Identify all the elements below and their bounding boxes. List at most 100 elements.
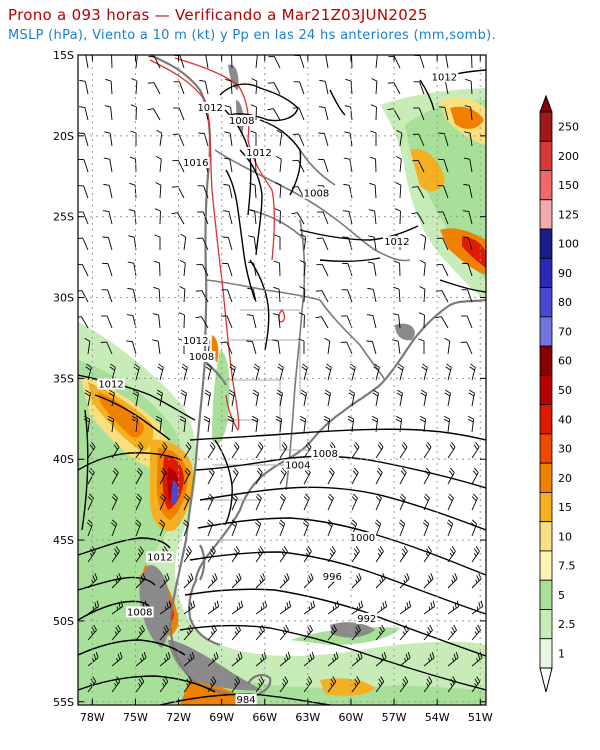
- wind-barb: [158, 519, 166, 537]
- lat-label: 55S: [53, 696, 74, 709]
- wind-barb: [470, 519, 478, 537]
- wind-barb: [316, 237, 329, 251]
- wind-barb: [327, 651, 339, 667]
- wind-barb: [195, 316, 209, 329]
- colorbar-label: 5: [558, 589, 565, 602]
- wind-barb: [375, 467, 383, 485]
- wind-barb: [103, 157, 113, 173]
- wind-barb: [250, 130, 257, 146]
- wind-barb: [274, 234, 281, 250]
- wind-barb: [464, 105, 473, 121]
- wind-barb: [279, 573, 290, 589]
- wind-barb: [229, 363, 236, 381]
- wind-barb: [126, 340, 137, 355]
- wind-barb: [78, 263, 89, 277]
- wind-barb: [250, 104, 257, 121]
- wind-barb: [103, 183, 113, 199]
- wind-barb: [253, 363, 260, 381]
- isobar-label-bg: [348, 532, 377, 544]
- wind-barb: [399, 467, 407, 485]
- wind-barb: [87, 573, 98, 589]
- wind-barb: [351, 676, 361, 693]
- lon-label: 51W: [468, 711, 493, 724]
- wind-barb: [183, 441, 192, 459]
- wind-barb: [369, 156, 377, 173]
- wind-barb: [131, 415, 139, 433]
- wind-barb: [255, 624, 265, 641]
- wind-barb: [447, 493, 454, 511]
- wind-barb: [279, 624, 289, 641]
- wind-barb: [465, 78, 473, 95]
- wind-barb: [183, 546, 192, 563]
- wind-barb: [471, 467, 479, 485]
- wind-barb: [199, 79, 209, 95]
- wind-barb: [207, 624, 217, 641]
- wind-barb: [222, 210, 233, 225]
- wind-barb: [248, 235, 257, 251]
- wind-barb: [84, 337, 91, 355]
- wind-barb: [152, 313, 161, 329]
- wind-barb: [396, 389, 403, 407]
- wind-barb: [182, 519, 190, 537]
- colorbar-label: 150: [558, 179, 579, 192]
- wind-barb: [147, 82, 161, 95]
- wind-barb: [411, 186, 425, 199]
- isobar-label: 1008: [127, 607, 152, 618]
- wind-barb: [423, 441, 432, 459]
- wind-barb: [207, 546, 216, 563]
- wind-barb: [370, 130, 377, 146]
- wind-barb: [411, 212, 425, 225]
- isobar-label-bg: [187, 350, 216, 362]
- wind-barb: [300, 233, 307, 251]
- wind-barb: [462, 236, 473, 251]
- wind-barb: [255, 676, 265, 693]
- wind-barb: [460, 341, 473, 355]
- isobar-labels: 1012 1012 1008 1012 1016 1008 1012 1012 1008 1012…: [97, 71, 459, 705]
- wind-barb: [436, 263, 449, 277]
- wind-barb: [135, 546, 144, 563]
- wind-barb: [444, 389, 451, 407]
- wind-barb: [231, 546, 240, 563]
- wind-barb: [246, 314, 257, 329]
- colorbar-swatch: [539, 433, 553, 464]
- wind-barb: [203, 415, 211, 433]
- wind-barb: [204, 389, 211, 407]
- wind-barb: [398, 519, 406, 537]
- wind-barb: [293, 107, 305, 121]
- isobar-label-bg: [311, 447, 339, 459]
- wind-barb: [303, 573, 314, 589]
- wind-barb: [247, 287, 257, 303]
- wind-barb: [327, 600, 340, 615]
- wind-barb: [183, 493, 190, 511]
- wind-barb: [301, 363, 308, 381]
- wind-barb: [195, 290, 209, 303]
- wind-barb: [107, 415, 115, 433]
- wind-barb: [159, 441, 168, 459]
- wind-barb: [315, 290, 329, 303]
- wind-barb: [207, 573, 218, 589]
- wind-barb: [159, 676, 169, 693]
- colorbar-label: 30: [558, 443, 572, 456]
- colorbar-swatch: [539, 111, 553, 142]
- wind-barb: [420, 389, 427, 407]
- wind-barb: [156, 389, 163, 407]
- wind-barb: [318, 106, 329, 121]
- wind-barb: [347, 415, 355, 433]
- wind-barb: [183, 676, 193, 693]
- wind-barb: [223, 157, 233, 173]
- wind-barb: [183, 624, 193, 641]
- wind-barb: [173, 107, 185, 121]
- lat-label: 35S: [53, 372, 74, 385]
- colorbar-swatch: [539, 550, 553, 581]
- wind-barb: [78, 158, 89, 173]
- isobar-label: 1012: [147, 552, 172, 563]
- wind-barb: [85, 363, 92, 381]
- wind-barb: [276, 389, 283, 407]
- wind-barb: [255, 441, 264, 459]
- wind-barb: [276, 129, 283, 147]
- wind-barb: [351, 624, 361, 641]
- wind-barb: [279, 600, 292, 615]
- isobar-label: 1016: [183, 158, 208, 169]
- lon-label: 66W: [252, 711, 277, 724]
- wind-barb: [153, 286, 161, 303]
